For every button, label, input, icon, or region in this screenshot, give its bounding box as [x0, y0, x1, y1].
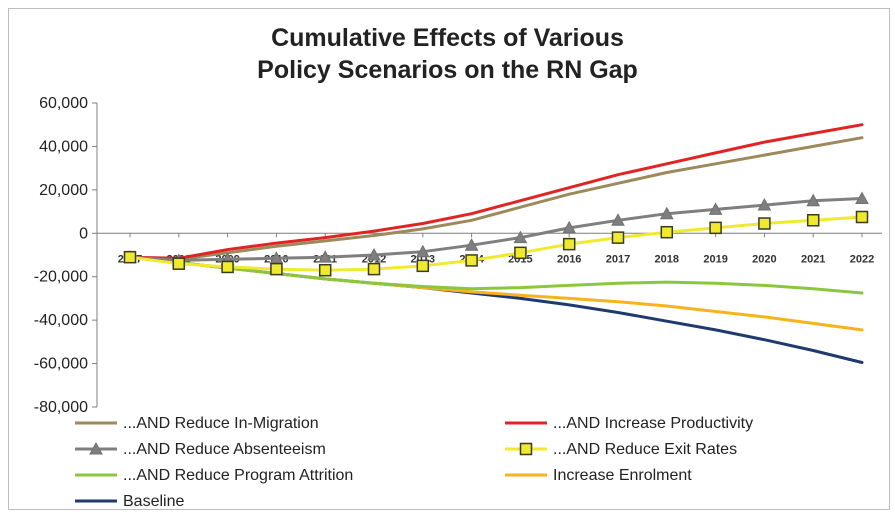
chart-title-line-1: Cumulative Effects of Various [271, 24, 624, 52]
chart-title-line-2: Policy Scenarios on the RN Gap [257, 56, 638, 84]
series-point [660, 225, 674, 239]
y-tick-label: 20,000 [39, 182, 88, 199]
series-point [757, 198, 772, 211]
legend-label: ...AND Reduce Absenteeism [123, 441, 326, 458]
series-line [128, 136, 864, 261]
x-tick-label: 2017 [606, 253, 630, 265]
legend-label: ...AND Reduce Exit Rates [553, 441, 737, 458]
y-tick-label: -20,000 [34, 269, 88, 286]
series-point [270, 262, 283, 276]
series-line [128, 215, 864, 272]
series-point [611, 213, 625, 226]
series-point [367, 247, 381, 261]
chart-title: Cumulative Effects of Various Policy Sce… [0, 22, 895, 86]
y-tick-label: 40,000 [39, 138, 88, 155]
x-tick-label: 2020 [752, 253, 776, 265]
series-point [367, 262, 381, 276]
series-point [465, 254, 478, 267]
series-point [221, 260, 234, 274]
legend-label: ...AND Reduce Program Attrition [123, 467, 353, 484]
x-tick-label: 2018 [655, 253, 679, 265]
series-line [128, 123, 864, 260]
legend-label: ...AND Increase Productivity [553, 415, 753, 432]
series-point [562, 220, 577, 234]
x-tick-label: 2016 [557, 253, 581, 265]
x-tick-label: 2021 [801, 253, 825, 265]
y-tick-label: -40,000 [34, 312, 88, 329]
series-point [514, 246, 527, 260]
series-point [758, 217, 771, 230]
legend-label: Increase Enrolment [553, 467, 692, 484]
series-line [128, 255, 864, 295]
legend-marker [519, 442, 533, 456]
y-tick-label: 0 [79, 225, 88, 242]
series-point [318, 250, 333, 263]
series-point [855, 191, 869, 205]
series-point [172, 257, 186, 270]
series-point [123, 250, 137, 264]
series-point [806, 193, 821, 207]
y-tick-label: -60,000 [34, 356, 88, 373]
series-line [128, 255, 864, 364]
series-point [659, 206, 674, 220]
y-tick-label: -80,000 [34, 399, 88, 416]
series-point [855, 210, 869, 224]
legend-label: Baseline [123, 493, 184, 510]
series-point [415, 244, 430, 258]
series-point [562, 237, 576, 251]
series-point [708, 202, 723, 215]
series-line [128, 197, 864, 262]
x-tick-label: 2019 [703, 253, 727, 265]
x-tick-label: 2022 [850, 253, 874, 265]
legend-label: ...AND Reduce In-Migration [123, 415, 319, 432]
series-point [416, 259, 430, 273]
series-point [806, 214, 820, 227]
series-point [611, 231, 625, 244]
series-point [318, 263, 332, 277]
series-point [709, 221, 722, 235]
y-tick-label: 60,000 [39, 95, 88, 112]
legend-marker [89, 441, 103, 455]
series-point [513, 230, 528, 244]
series-point [464, 238, 479, 251]
